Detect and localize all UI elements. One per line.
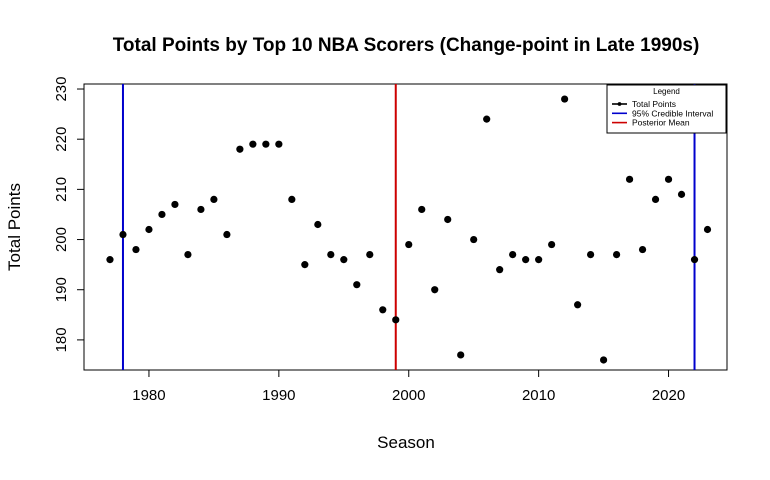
data-point <box>625 175 634 183</box>
y-axis-label: Total Points <box>5 183 24 271</box>
plot-area: 1980 1990 2000 2010 2020 180 190 200 210 220 230 Le… <box>53 77 728 404</box>
data-point <box>483 115 491 123</box>
data-point <box>612 250 621 259</box>
x-tick-label: 2020 <box>652 387 685 404</box>
data-point <box>444 215 452 224</box>
data-point <box>457 351 465 359</box>
data-point <box>340 256 348 264</box>
data-point <box>690 256 699 264</box>
data-point <box>470 235 478 244</box>
data-point <box>574 301 582 309</box>
legend-entry-label: Total Points <box>632 99 676 109</box>
data-point <box>522 256 530 264</box>
x-tick-label: 2010 <box>522 387 555 404</box>
x-tick-label: 1980 <box>132 387 165 404</box>
data-point <box>587 250 595 259</box>
y-tick-label: 210 <box>53 177 70 202</box>
data-point <box>651 195 660 204</box>
data-point <box>171 200 179 209</box>
data-point <box>197 205 205 214</box>
x-axis-label: Season <box>377 433 435 452</box>
data-point <box>119 230 127 239</box>
data-point <box>703 225 712 234</box>
data-point <box>366 250 374 259</box>
data-point <box>509 250 517 259</box>
data-point <box>677 190 686 198</box>
y-tick-label: 180 <box>53 327 70 352</box>
legend-title: Legend <box>653 87 680 96</box>
y-tick-label: 190 <box>53 277 70 302</box>
data-point <box>262 140 270 148</box>
data-point <box>106 256 114 264</box>
data-point <box>236 145 244 153</box>
y-tick-label: 230 <box>53 77 70 102</box>
data-point <box>353 281 361 289</box>
x-tick-label: 2000 <box>392 387 425 404</box>
data-point <box>535 256 543 264</box>
data-point <box>548 240 556 249</box>
data-point <box>599 356 608 364</box>
data-point <box>379 306 387 314</box>
data-point <box>158 210 166 219</box>
data-point <box>561 95 569 103</box>
data-point <box>288 195 296 204</box>
y-tick-label: 220 <box>53 127 70 152</box>
data-point <box>431 286 439 294</box>
data-point <box>418 205 426 214</box>
data-point <box>314 220 322 229</box>
legend-entry-label: Posterior Mean <box>632 118 690 128</box>
data-point <box>145 225 153 234</box>
data-point <box>223 230 231 239</box>
data-point <box>301 261 309 269</box>
data-point <box>405 240 413 249</box>
data-point <box>275 140 283 148</box>
data-point <box>638 245 647 254</box>
x-tick-label: 1990 <box>262 387 295 404</box>
data-point <box>664 175 673 183</box>
chart-title: Total Points by Top 10 NBA Scorers (Chan… <box>113 35 700 56</box>
data-point <box>392 316 400 324</box>
data-point <box>184 250 192 259</box>
y-tick-label: 200 <box>53 227 70 252</box>
data-point <box>496 266 504 274</box>
data-point <box>249 140 257 148</box>
legend-entry-label: 95% Credible Interval <box>632 108 713 118</box>
data-point <box>132 245 140 254</box>
data-point <box>327 250 335 259</box>
legend-box <box>606 84 727 134</box>
data-point <box>210 195 218 204</box>
legend-marker <box>617 102 622 106</box>
